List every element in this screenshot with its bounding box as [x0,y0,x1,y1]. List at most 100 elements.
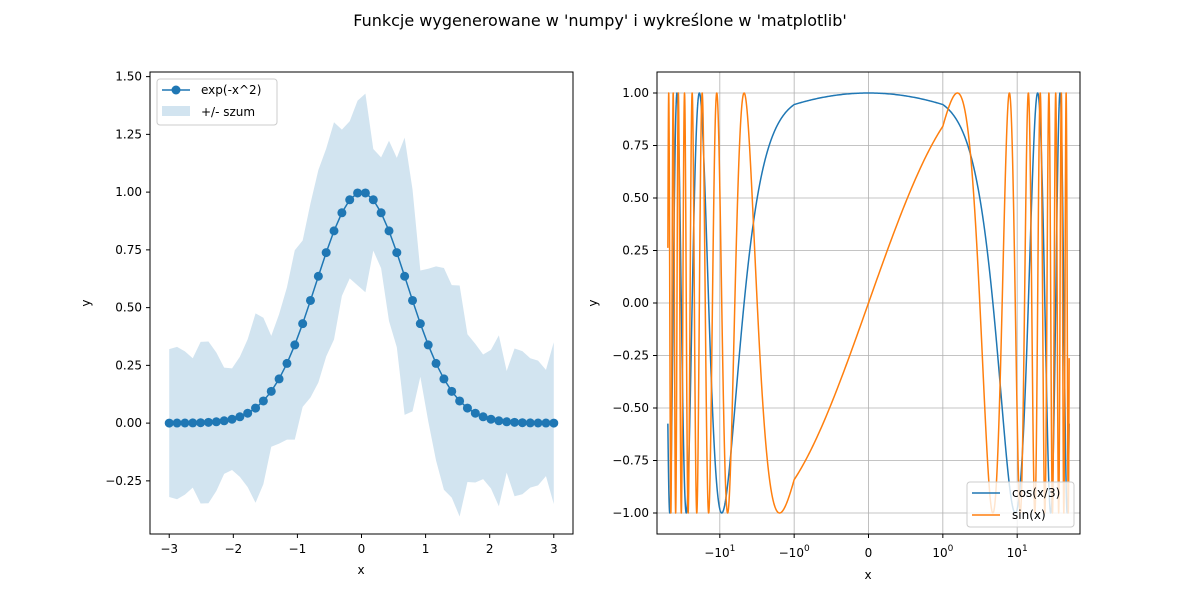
exp-point [360,188,370,198]
exp-point [533,418,543,428]
y-tick-label: 0.50 [115,301,142,315]
x-tick-label: 3 [550,542,558,556]
exp-point [502,417,512,427]
exp-point [549,418,559,428]
left-chart: −3 −2 −1 0 1 2 3 −0.25 0.00 0.25 0.50 0.75 1.00 1.25… [79,70,574,577]
right-y-ticks: −1.00 −0.75 −0.50 −0.25 0.00 0.25 0.50 0.75 1.00 [612,86,657,520]
exp-point [235,412,245,422]
exp-point [180,418,190,428]
x-tick-label: 101 [1007,544,1028,560]
right-legend: cos(x/3) sin(x) [966,481,1075,528]
left-y-ticks: −0.25 0.00 0.25 0.50 0.75 1.00 1.25 1.50 [105,70,150,488]
right-x-axis-label: x [864,568,871,582]
exp-point [392,248,402,258]
left-plot-area [164,93,559,517]
exp-point [470,408,480,418]
exp-point [447,386,457,396]
y-tick-label: 0.75 [622,139,649,153]
left-y-axis-label: y [79,299,93,306]
exp-point [211,417,221,427]
exp-point [172,418,182,428]
noise-band [169,93,554,517]
exp-point [345,195,355,205]
x-tick-label: 2 [486,542,494,556]
legend-label-sin: sin(x) [1012,508,1046,522]
exp-point [298,319,308,329]
exp-point [243,408,253,418]
exp-point [329,226,339,236]
x-tick-label: −100 [779,544,810,560]
exp-point [494,416,504,426]
exp-point [423,340,433,350]
exp-point [431,358,441,368]
exp-point [274,374,284,384]
y-tick-label: −0.50 [612,401,649,415]
exp-point [353,188,363,198]
y-tick-label: 0.50 [622,191,649,205]
exp-point [525,418,535,428]
x-tick-label: 100 [932,544,953,560]
x-tick-label: 0 [358,542,366,556]
y-tick-label: 1.25 [115,127,142,141]
cos-line [667,92,1070,514]
sin-line [667,92,1070,514]
exp-point [337,208,347,218]
exp-point [478,412,488,422]
y-tick-label: −0.75 [612,454,649,468]
legend-label-cos: cos(x/3) [1012,486,1060,500]
exp-point [517,418,527,428]
exp-point [188,418,198,428]
exp-point [415,319,425,329]
exp-point [400,271,410,281]
exp-point [258,396,268,406]
exp-point [384,226,394,236]
exp-point [227,414,237,424]
exp-point [164,418,174,428]
x-tick-label: 1 [422,542,430,556]
exp-point [368,195,378,205]
legend-marker-exp [171,85,181,95]
y-tick-label: 0.25 [115,358,142,372]
legend-label-noise: +/- szum [201,105,255,119]
exp-point [313,271,323,281]
legend-label-exp: exp(-x^2) [201,83,261,97]
exp-point [305,295,315,305]
left-x-axis-label: x [357,563,364,577]
y-tick-label: 0.75 [115,243,142,257]
exp-point [541,418,551,428]
right-plot-area [667,92,1070,514]
exp-point [251,403,261,413]
left-x-ticks: −3 −2 −1 0 1 2 3 [160,534,558,556]
exp-point [376,208,386,218]
y-tick-label: −0.25 [612,349,649,363]
exp-point [455,396,465,406]
exp-point [203,417,213,427]
exp-point [196,418,206,428]
exp-point [290,340,300,350]
y-tick-label: −0.25 [105,474,142,488]
exp-point [219,416,229,426]
y-tick-label: −1.00 [612,506,649,520]
x-tick-label: 0 [865,546,873,560]
exp-point [408,295,418,305]
exp-point [321,248,331,258]
right-x-ticks: −101 −100 0 100 101 [704,534,1028,560]
y-tick-label: 0.00 [115,416,142,430]
y-tick-label: 1.50 [115,70,142,84]
y-tick-label: 0.00 [622,296,649,310]
legend-patch-noise [162,106,190,116]
y-tick-label: 0.25 [622,244,649,258]
exp-point [510,417,520,427]
exp-point [266,386,276,396]
x-tick-label: −1 [289,542,307,556]
left-legend: exp(-x^2) +/- szum [156,78,278,126]
exp-point [462,403,472,413]
y-tick-label: 1.00 [115,185,142,199]
figure-title: Funkcje wygenerowane w 'numpy' i wykreśl… [353,11,847,30]
x-tick-label: −2 [224,542,242,556]
right-y-axis-label: y [586,299,600,306]
x-tick-label: −3 [160,542,178,556]
right-chart: −101 −100 0 100 101 −1.00 −0.75 −0.50 −0.25 0.00… [586,71,1081,582]
exp-point [282,358,292,368]
